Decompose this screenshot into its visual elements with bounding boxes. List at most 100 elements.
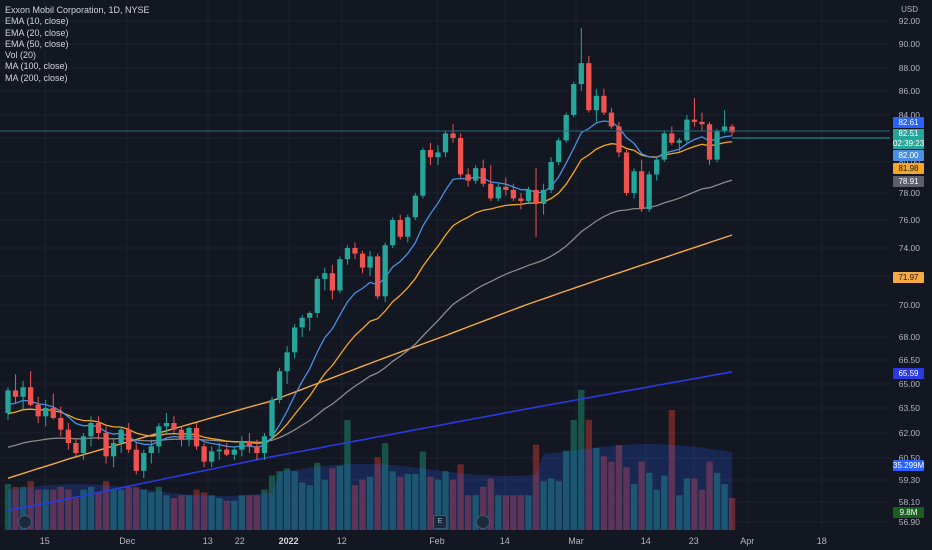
time-tick-label: 22 <box>234 536 245 546</box>
volume-bar <box>170 498 178 530</box>
volume-average-fill <box>8 444 733 530</box>
dividend-event-icon[interactable] <box>18 515 32 529</box>
time-tick-label: 14 <box>499 536 510 546</box>
dividend-event-icon[interactable] <box>476 515 490 529</box>
candle-body <box>126 429 132 450</box>
candle-body <box>510 189 517 199</box>
volume-average-area <box>8 444 733 530</box>
volume-bar <box>600 456 608 530</box>
candle-body <box>571 84 577 115</box>
candle-body <box>65 429 71 443</box>
price-tick-label: 60.50 <box>898 453 920 463</box>
volume-bar <box>133 486 140 530</box>
volume-bar <box>638 461 645 530</box>
volume-bar <box>517 495 525 530</box>
legend-vol[interactable]: Vol (20) <box>5 50 37 61</box>
candle-body <box>103 433 109 457</box>
candle-body <box>284 352 290 372</box>
volume-bar <box>495 495 502 530</box>
earnings-event-icon[interactable]: E <box>433 515 447 529</box>
candle-body <box>276 371 283 400</box>
volume-bar <box>502 495 510 530</box>
candle-body <box>148 446 154 453</box>
volume-bar <box>110 489 117 530</box>
price-tick-label: 68.00 <box>898 332 920 342</box>
candle-body <box>676 140 682 143</box>
volume-bar <box>291 471 298 530</box>
volume-bar <box>608 461 615 530</box>
candle-body <box>669 133 675 143</box>
legend-ema10[interactable]: EMA (10, close) <box>5 16 69 27</box>
candle-body <box>12 390 19 397</box>
volume-bar <box>593 447 600 530</box>
volume-bar <box>525 495 532 530</box>
legend-ema50[interactable]: EMA (50, close) <box>5 38 69 49</box>
candle-body <box>224 449 230 455</box>
volume-bar <box>268 475 276 530</box>
time-tick-label: Dec <box>119 536 136 546</box>
volume-bar <box>615 445 623 530</box>
volume-bar <box>155 486 163 530</box>
candle-body <box>699 121 705 125</box>
candle-body <box>729 126 735 133</box>
volume-bar <box>487 478 494 530</box>
volume-bar <box>148 492 155 530</box>
volume-last-tag: 9.8M <box>893 507 924 518</box>
legend-title[interactable]: Exxon Mobil Corporation, 1D, NYSE <box>5 5 150 15</box>
candle-body <box>20 387 26 397</box>
candle-body <box>473 168 479 181</box>
volume-bar <box>630 484 638 530</box>
candle-body <box>556 140 562 162</box>
volume-bar <box>57 486 64 530</box>
volume-bar <box>261 489 268 530</box>
volume-bar <box>480 486 487 530</box>
volume-bar <box>246 495 253 530</box>
price-tag-last: 82.51 02:39:23 <box>893 129 924 149</box>
volume-bar <box>645 472 653 530</box>
candles <box>5 27 735 479</box>
candle-body <box>412 195 418 218</box>
candle-body <box>359 253 366 268</box>
price-tick-label: 92.00 <box>898 16 920 26</box>
bar-countdown: 02:39:23 <box>893 139 925 148</box>
time-tick-label: 14 <box>640 536 651 546</box>
candle-body <box>601 95 607 113</box>
volume-bar <box>653 489 660 530</box>
candle-body <box>186 428 192 440</box>
candle-body <box>95 423 102 433</box>
candle-body <box>209 451 215 462</box>
volume-bar <box>404 474 411 530</box>
candle-body <box>231 449 237 455</box>
candle-body <box>201 446 207 462</box>
volume-bar <box>19 486 27 530</box>
candle-body <box>352 248 358 254</box>
volume-bar <box>344 420 351 530</box>
price-tag-ma100: 71.97 <box>893 272 924 283</box>
candle-body <box>465 174 471 181</box>
candle-body <box>420 150 426 196</box>
volume-bar <box>95 492 102 530</box>
price-tick-label: 74.00 <box>898 243 920 253</box>
ema10-line <box>7 120 733 448</box>
volume-bar <box>412 474 419 530</box>
price-tick-label: 84.00 <box>898 110 920 120</box>
volume-bar <box>683 478 691 530</box>
volume-bar <box>329 468 336 530</box>
legend-ma200[interactable]: MA (200, close) <box>5 72 68 83</box>
candle-body <box>156 426 162 447</box>
candle-body <box>261 436 268 453</box>
candle-body <box>518 198 524 202</box>
volume-bar <box>464 495 472 530</box>
legend-ma100[interactable]: MA (100, close) <box>5 61 68 72</box>
time-tick-label: Feb <box>429 536 445 546</box>
price-tick-label: 62.00 <box>898 428 920 438</box>
candle-body <box>405 217 411 237</box>
candle-body <box>525 189 532 202</box>
legend-ema20[interactable]: EMA (20, close) <box>5 27 69 38</box>
volume-bar <box>185 495 193 530</box>
volume-bar <box>253 495 261 530</box>
candle-body <box>654 159 660 175</box>
price-tag-ema20: 81.98 <box>893 163 924 174</box>
volume-bar <box>276 471 283 530</box>
